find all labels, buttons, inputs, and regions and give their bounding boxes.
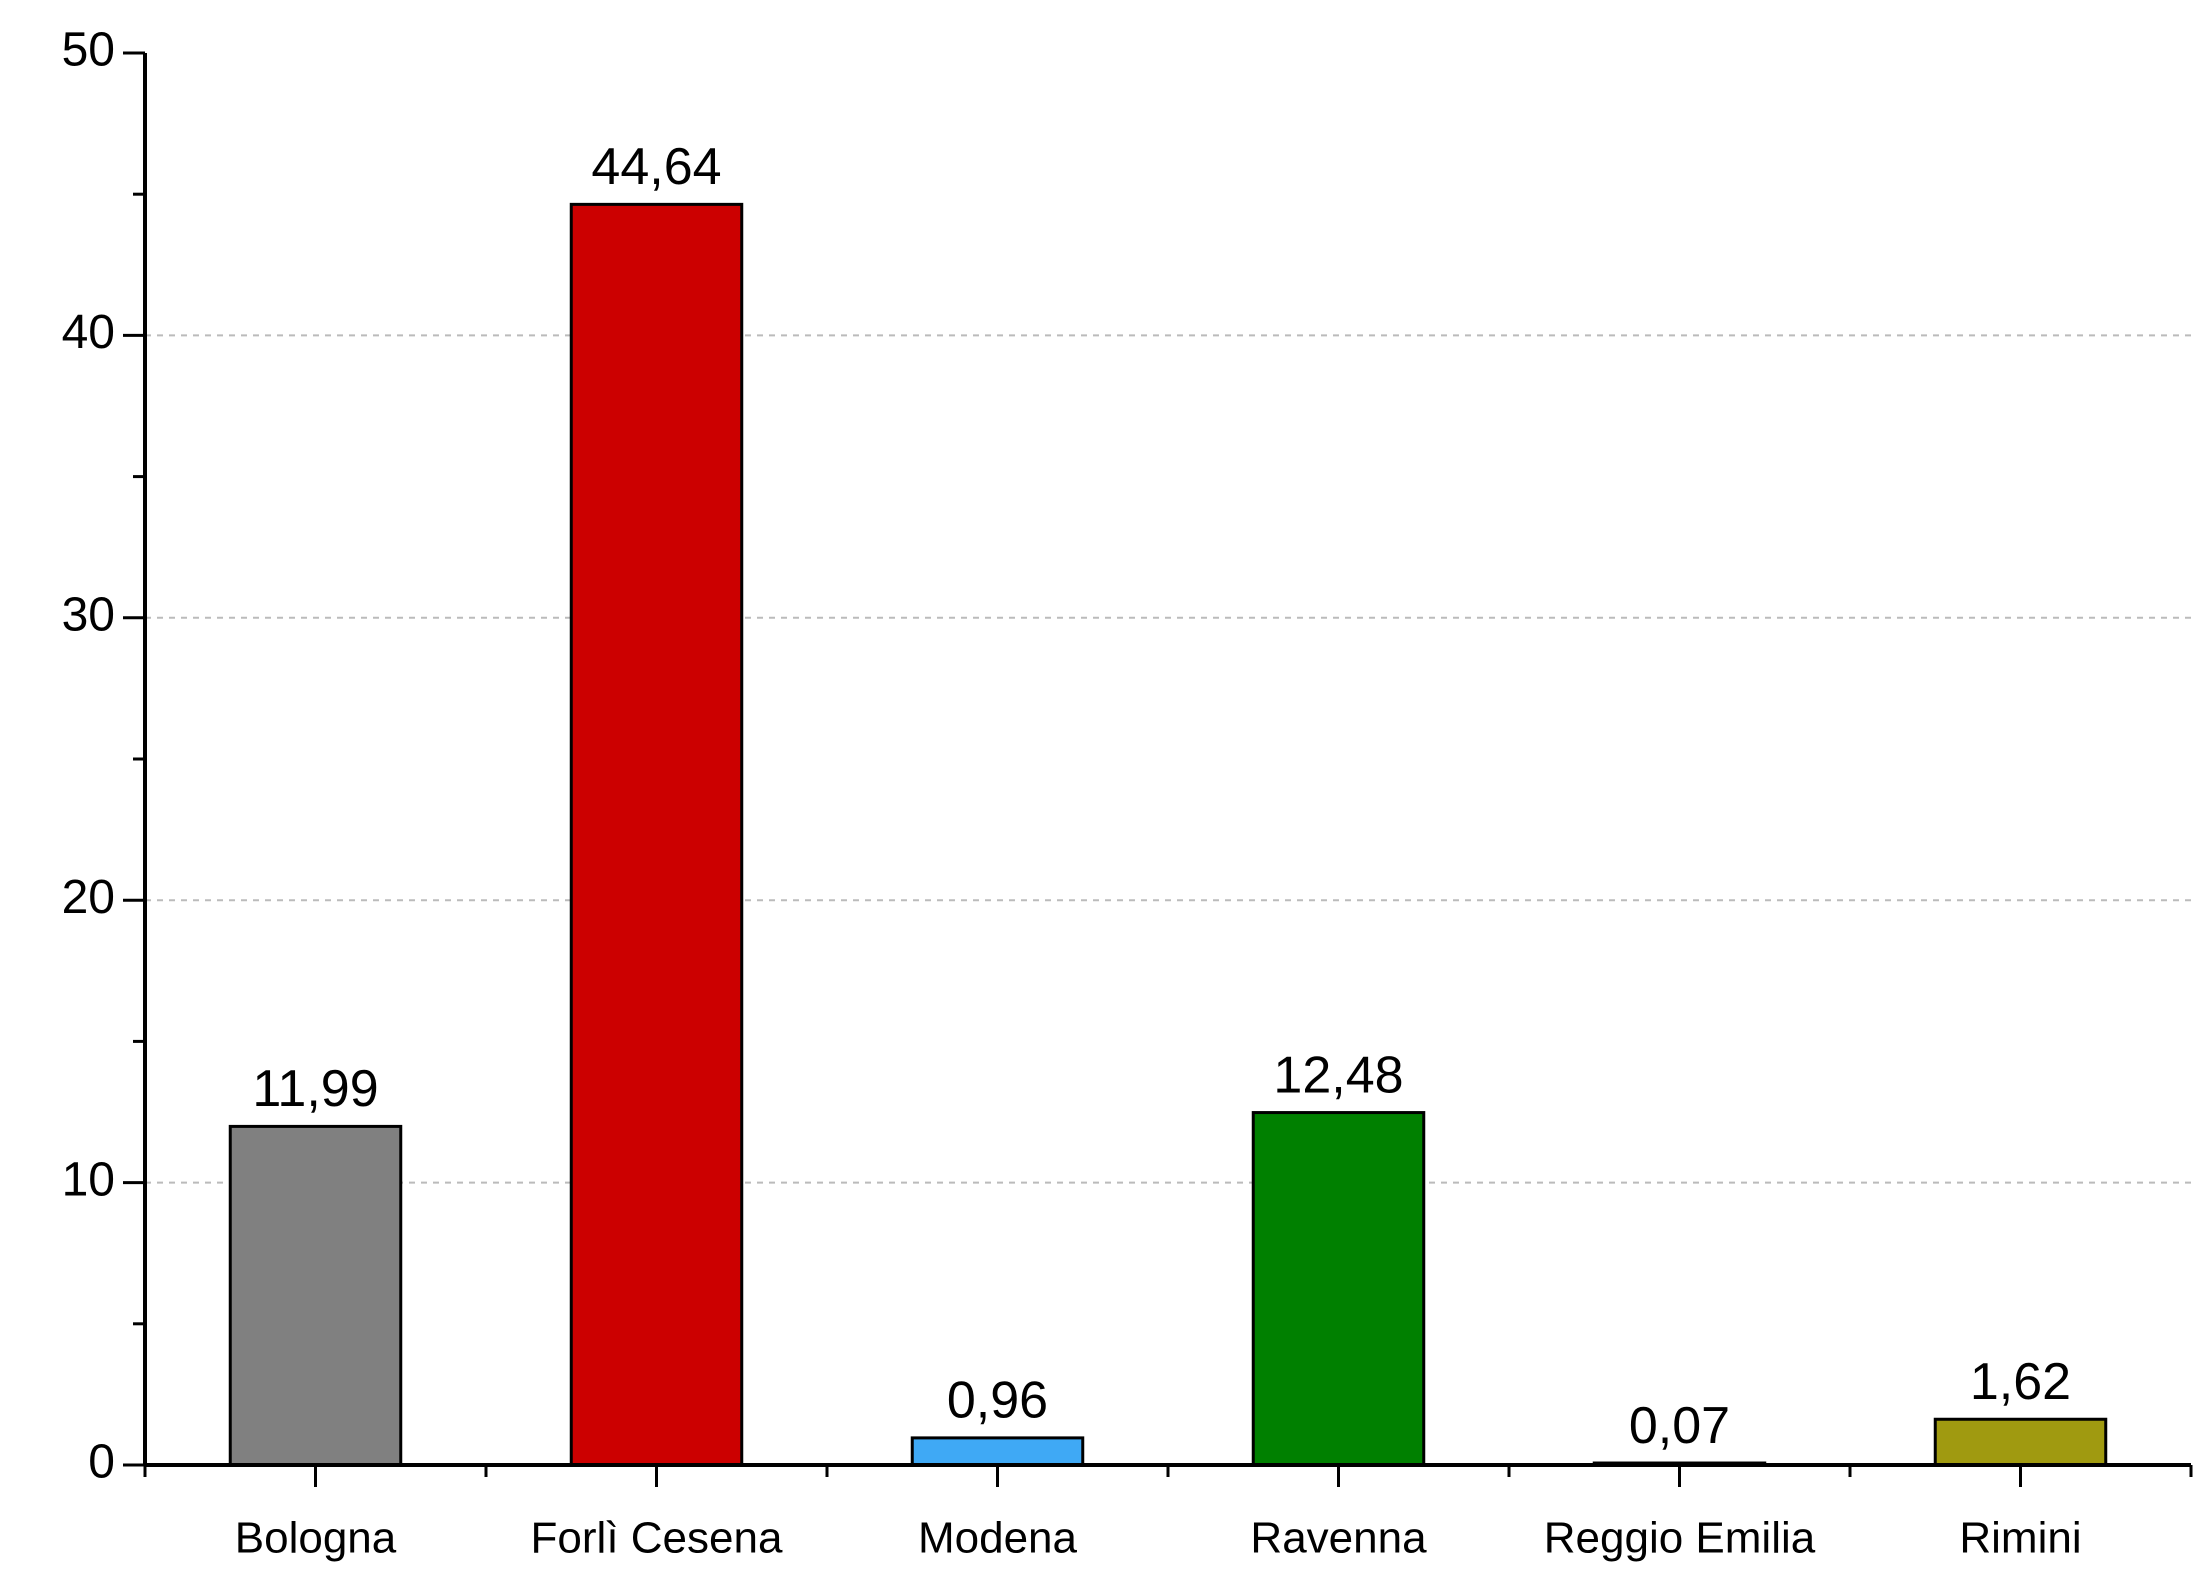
y-tick-label: 10 [62, 1153, 115, 1206]
value-label: 12,48 [1273, 1046, 1403, 1104]
y-tick-label: 20 [62, 871, 115, 924]
x-tick-label: Forlì Cesena [531, 1514, 783, 1563]
value-label: 0,96 [947, 1372, 1048, 1430]
x-tick-label: Bologna [235, 1514, 397, 1563]
x-tick-label: Ravenna [1250, 1514, 1427, 1563]
x-tick-label: Reggio Emilia [1544, 1514, 1816, 1563]
x-tick-label: Modena [918, 1514, 1078, 1563]
value-label: 0,07 [1629, 1397, 1730, 1455]
y-tick-label: 30 [62, 588, 115, 641]
bar [1933, 1417, 2108, 1467]
bar [228, 1124, 403, 1467]
y-tick-label: 0 [88, 1436, 115, 1489]
value-label: 44,64 [591, 138, 721, 196]
bar [569, 202, 744, 1467]
value-label: 11,99 [252, 1060, 378, 1118]
bar [1251, 1111, 1426, 1467]
bar [910, 1436, 1085, 1467]
value-label: 1,62 [1970, 1353, 2071, 1411]
y-tick-label: 50 [62, 24, 115, 77]
y-tick-label: 40 [62, 306, 115, 359]
x-tick-label: Rimini [1959, 1514, 2081, 1563]
